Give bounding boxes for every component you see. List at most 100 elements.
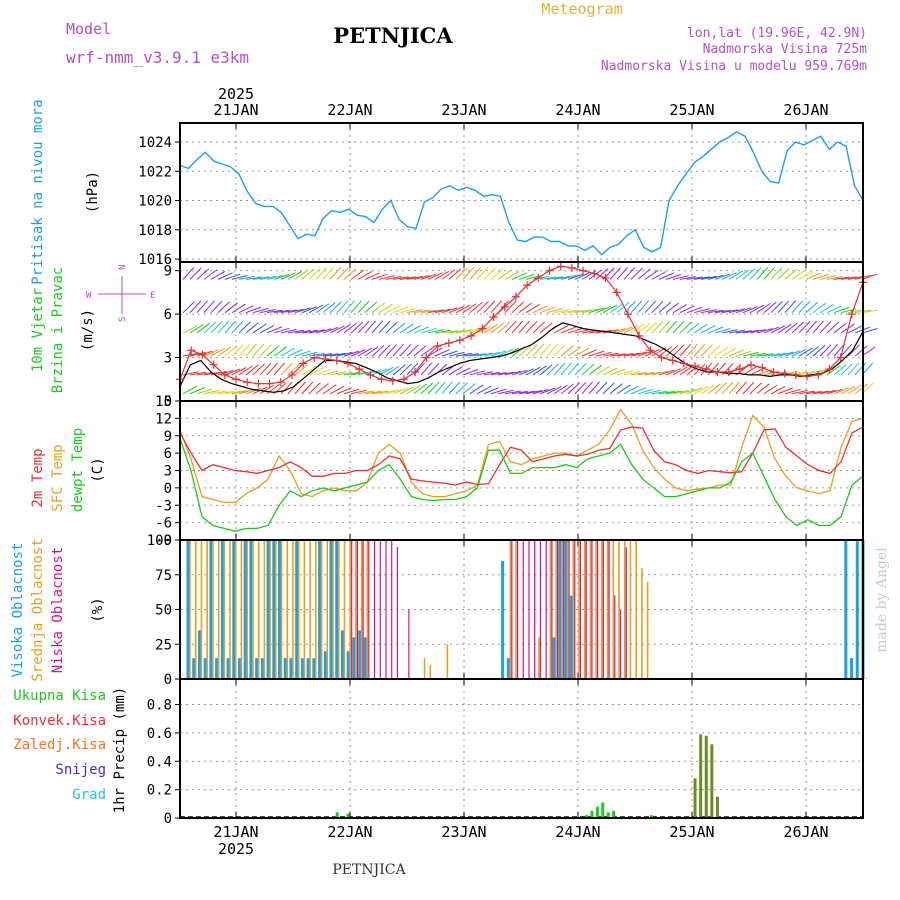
wind-barb: [329, 301, 342, 314]
wind-barb: [182, 352, 199, 357]
wind-barb: [224, 368, 240, 376]
wind-barb: [665, 274, 682, 280]
top-day-labels: 21JAN 22JAN 23JAN 24JAN 25JAN 26JAN: [213, 101, 828, 119]
wind-barb: [350, 389, 367, 395]
wind-barb: [798, 300, 811, 314]
wind-barb: [553, 325, 569, 334]
wind-barb: [490, 268, 504, 280]
wind-barb: [189, 267, 202, 280]
wind-barb: [791, 269, 806, 280]
wind-barb: [371, 273, 388, 280]
wind-barb: [210, 270, 226, 280]
wind-barb: [623, 325, 639, 334]
precip-bar-light: [585, 815, 589, 818]
gust-marker: [623, 310, 632, 319]
wind-barb: [497, 389, 514, 395]
wind-barb: [308, 352, 325, 357]
wind-barb: [686, 276, 703, 280]
wind-barb: [343, 372, 360, 376]
wind-barb: [791, 321, 804, 334]
wind-barb: [196, 350, 213, 357]
wind-barb: [805, 390, 822, 395]
wind-barb: [413, 383, 427, 395]
wind-barb: [812, 390, 829, 395]
wind-barb: [413, 326, 429, 334]
wind-barb: [574, 347, 590, 357]
wind-barb: [553, 344, 566, 357]
wind-barb: [504, 300, 517, 314]
wind-barb: [784, 322, 798, 334]
meteogram-title: Meteogram: [541, 0, 622, 18]
station-title: PETNJICA: [333, 23, 453, 48]
wind-barb: [406, 384, 421, 395]
wind-barb: [385, 321, 398, 334]
precip-bar-light: [612, 810, 616, 818]
wind-barb: [259, 275, 276, 280]
wind-barb: [735, 381, 747, 395]
wind-barb: [504, 321, 517, 334]
wind-barb: [280, 272, 296, 280]
wind-barb: [532, 321, 545, 334]
credit-label: made by Angel: [874, 547, 890, 653]
wind-barb: [847, 344, 860, 357]
wind-barb: [504, 390, 521, 395]
wind-barb: [693, 323, 708, 334]
wind-barb: [378, 320, 391, 334]
wind-barb: [469, 384, 484, 395]
wind-barb: [721, 272, 737, 280]
wind-barb: [567, 346, 582, 357]
wind-barb: [679, 321, 692, 334]
wind-barb: [588, 307, 605, 314]
wind-barb: [504, 271, 520, 280]
wind-barb: [385, 389, 402, 395]
wind-barb: [189, 387, 205, 395]
wind-barb: [245, 387, 262, 395]
wind-barb: [301, 306, 317, 314]
gust-marker: [422, 353, 431, 362]
wind-barb: [294, 350, 311, 357]
wind-barb: [574, 272, 590, 280]
gust-marker: [747, 360, 756, 369]
wind-barb: [798, 347, 813, 357]
wind-barb: [588, 350, 605, 357]
wind-barb: [196, 388, 213, 395]
wind-barb: [714, 362, 727, 376]
wind-barb: [707, 326, 724, 334]
wind-barb: [763, 326, 780, 334]
y-tick-label: 9: [164, 264, 172, 280]
wind-barb: [224, 302, 238, 314]
wind-barb: [273, 362, 285, 376]
wind-barb: [273, 309, 290, 314]
wind-barb: [784, 268, 798, 280]
cloud-high-title: Visoka Oblacnost: [10, 543, 26, 678]
wind-barb: [721, 309, 738, 314]
compass-w: W: [86, 291, 92, 301]
wind-barb: [602, 367, 618, 376]
gust-marker: [724, 368, 733, 377]
wind-barb: [679, 365, 694, 376]
wind-barb: [287, 270, 303, 280]
wind-barb: [826, 321, 840, 334]
wind-barb: [399, 323, 414, 334]
wind-barb: [511, 320, 523, 334]
wind-barb: [427, 309, 444, 314]
wind-barb: [490, 372, 507, 376]
wind-barb: [560, 345, 574, 357]
wind-barb: [525, 366, 541, 376]
wind-barb: [329, 385, 345, 395]
wind-barb: [770, 385, 786, 395]
wind-barb: [210, 390, 227, 395]
wind-barb: [378, 303, 393, 314]
wind-barb: [602, 352, 619, 357]
wind-barb: [336, 323, 351, 334]
wind-barb: [203, 389, 220, 395]
wind-barb: [392, 387, 409, 395]
wind-barb: [714, 382, 728, 395]
wind-barb: [644, 389, 661, 395]
wind-barb-row: [182, 381, 874, 395]
wind-barb: [441, 330, 458, 334]
wind-barb: [364, 301, 378, 314]
wind-barb: [378, 390, 395, 395]
wind-barb: [259, 384, 274, 395]
wind-barb: [679, 343, 692, 357]
